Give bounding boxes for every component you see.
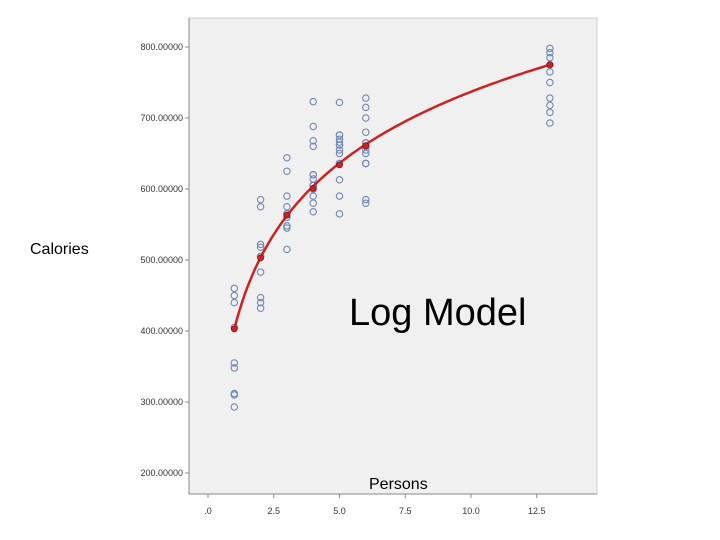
data-point	[335, 149, 344, 158]
data-point	[283, 224, 291, 232]
data-point	[546, 48, 554, 57]
data-point	[283, 222, 291, 230]
data-point	[309, 207, 317, 216]
y-tick-label: 600.00000	[140, 184, 183, 194]
data-point	[546, 101, 554, 109]
data-point	[335, 210, 344, 218]
data-point	[283, 167, 291, 176]
data-point	[362, 94, 370, 102]
data-point	[230, 391, 239, 399]
data-point	[283, 154, 291, 162]
data-point	[230, 403, 239, 411]
data-point	[309, 142, 317, 151]
data-point	[309, 97, 317, 106]
data-point	[362, 159, 370, 168]
data-point	[546, 53, 554, 62]
data-point	[256, 243, 265, 251]
data-point	[362, 128, 370, 136]
plot-area	[188, 17, 598, 495]
data-point	[230, 284, 239, 293]
data-point	[335, 141, 344, 149]
data-point	[335, 98, 344, 107]
fit-point	[257, 254, 265, 262]
y-axis-title: Calories	[30, 241, 89, 258]
data-point	[546, 94, 554, 102]
data-point	[335, 138, 344, 146]
data-point	[335, 135, 344, 144]
data-point	[362, 114, 370, 122]
data-point	[335, 192, 344, 200]
x-tick-label: 2.5	[267, 506, 280, 516]
fit-line-group	[230, 61, 554, 333]
x-tick-label: 7.5	[399, 506, 412, 516]
x-tick-label: .0	[204, 506, 212, 516]
fit-point	[309, 184, 317, 192]
data-point	[256, 268, 265, 276]
fit-point	[283, 211, 291, 219]
y-tick-label: 500.00000	[140, 255, 183, 265]
data-point	[309, 122, 317, 131]
data-point	[362, 149, 370, 158]
data-point	[309, 171, 317, 179]
data-point	[230, 298, 239, 307]
y-tick-label: 800.00000	[140, 42, 183, 52]
y-tick-label: 700.00000	[140, 113, 183, 123]
data-point	[230, 291, 239, 300]
data-point	[256, 240, 265, 249]
data-point	[230, 359, 239, 367]
data-point	[546, 119, 554, 127]
data-point	[362, 195, 370, 204]
data-point	[362, 103, 370, 112]
data-point	[309, 192, 317, 200]
data-point	[546, 44, 554, 53]
data-point	[546, 68, 554, 76]
data-point	[335, 176, 344, 184]
fit-point	[362, 142, 370, 150]
data-point	[256, 293, 265, 302]
data-point	[256, 203, 265, 211]
x-axis: .0 2.5 5.0 7.5 10.0 12.5	[189, 493, 597, 516]
x-tick-label: 5.0	[333, 506, 346, 516]
fit-point	[336, 161, 343, 169]
model-annotation: Log Model	[349, 292, 526, 334]
fit-point	[230, 325, 238, 333]
fit-point	[546, 61, 554, 69]
y-axis: 200.00000 300.00000 400.00000 500.00000 600.…	[140, 18, 190, 494]
data-point	[230, 364, 239, 372]
y-tick-label: 300.00000	[140, 397, 183, 407]
data-point	[362, 199, 370, 207]
x-tick-label: 10.0	[462, 506, 480, 516]
data-point	[546, 78, 554, 87]
data-point	[546, 108, 554, 117]
data-point	[283, 245, 291, 254]
data-point	[335, 146, 344, 154]
data-point	[256, 195, 265, 204]
x-tick-label: 12.5	[528, 506, 546, 516]
data-point	[309, 136, 317, 145]
scatter-points	[230, 44, 554, 411]
y-tick-label: 200.00000	[140, 468, 183, 478]
data-point	[309, 199, 317, 207]
x-axis-title: Persons	[369, 476, 428, 493]
data-point	[283, 192, 291, 200]
data-point	[256, 304, 265, 313]
data-point	[283, 203, 291, 211]
y-tick-label: 400.00000	[140, 326, 183, 336]
data-point	[335, 131, 344, 139]
data-point	[256, 298, 265, 307]
